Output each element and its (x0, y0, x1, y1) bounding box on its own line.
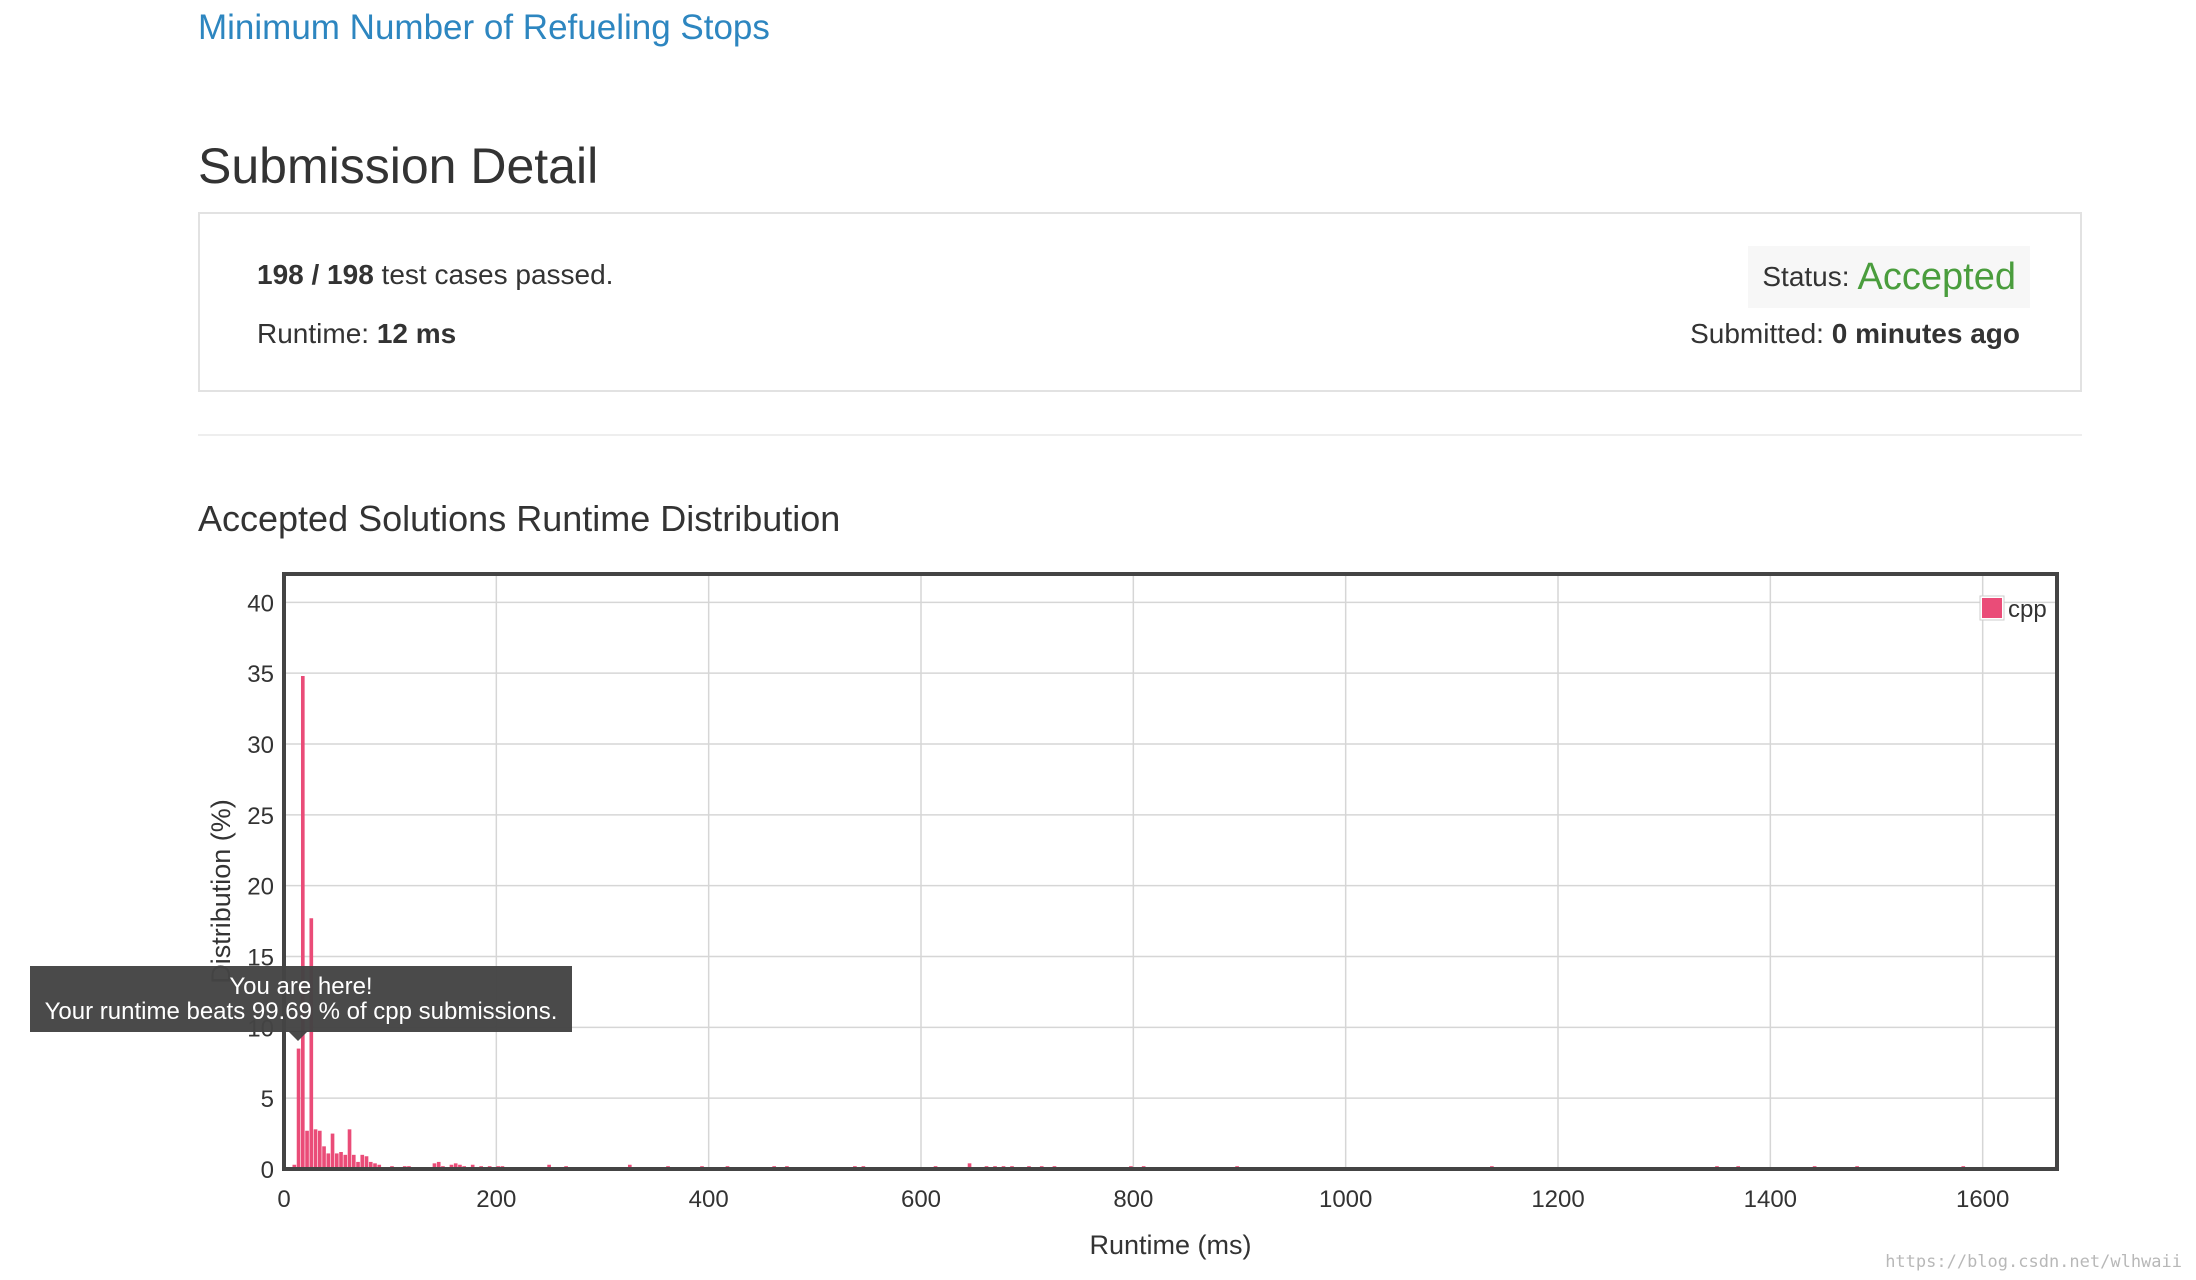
bar-cpp (330, 1133, 335, 1169)
section-divider (198, 434, 2082, 436)
test-cases-count: 198 / 198 (257, 259, 374, 290)
y-tick-label: 20 (247, 874, 274, 901)
x-axis-label: Runtime (ms) (1089, 1230, 1251, 1260)
y-axis-ticks: 0510152025303540 (247, 590, 274, 1184)
chart-legend: cpp (1979, 595, 2047, 623)
legend-swatch-cpp (1982, 598, 2002, 618)
bar-cpp (339, 1152, 343, 1169)
status-label: Status: (1762, 261, 1850, 292)
x-tick-label: 1000 (1319, 1186, 1372, 1213)
bar-cpp (309, 918, 314, 1169)
x-tick-label: 1600 (1956, 1186, 2009, 1213)
submitted-label: Submitted: (1690, 318, 1832, 349)
chart-grid (283, 574, 2057, 1170)
x-tick-label: 800 (1113, 1186, 1153, 1213)
bar-cpp (373, 1163, 377, 1169)
bar-cpp (334, 1153, 339, 1169)
x-tick-label: 0 (277, 1186, 290, 1213)
submission-detail-panel: 198 / 198 test cases passed. Runtime: 12… (198, 212, 2082, 392)
runtime-line: Runtime: 12 ms (257, 318, 456, 350)
bar-cpp (458, 1164, 462, 1169)
tooltip-title: You are here! (229, 973, 373, 1000)
y-tick-label: 5 (261, 1086, 274, 1113)
bar-cpp (347, 1129, 352, 1169)
y-axis-label: Distribution (%) (206, 799, 236, 984)
bar-cpp (326, 1153, 331, 1169)
bar-cpp (364, 1156, 369, 1169)
bar-cpp (360, 1154, 365, 1169)
x-axis-ticks: 0 200 400 600 800 1000 1200 1400 1600 (277, 1186, 2009, 1213)
submitted-value: 0 minutes ago (1831, 318, 2020, 349)
bar-cpp (322, 1146, 326, 1169)
bar-cpp (300, 676, 305, 1169)
runtime-value: 12 ms (376, 318, 457, 349)
y-tick-label: 0 (261, 1157, 274, 1184)
bar-cpp (470, 1164, 475, 1169)
bar-cpp (305, 1130, 309, 1169)
test-cases-suffix: test cases passed. (373, 259, 614, 290)
y-tick-label: 40 (247, 590, 274, 617)
distribution-title: Accepted Solutions Runtime Distribution (198, 498, 841, 539)
runtime-label: Runtime: (257, 318, 377, 349)
bar-cpp (343, 1154, 348, 1169)
runtime-tooltip: You are here! Your runtime beats 99.69 %… (30, 966, 572, 1032)
status-value[interactable]: Accepted (1857, 255, 2016, 298)
bar-cpp (627, 1164, 632, 1169)
bar-cpp (292, 1164, 297, 1169)
x-tick-label: 600 (901, 1186, 941, 1213)
bar-cpp (377, 1164, 382, 1169)
status-badge: Status: Accepted (1748, 246, 2030, 308)
bar-cpp (967, 1163, 972, 1169)
x-tick-label: 1200 (1531, 1186, 1584, 1213)
submitted-line: Submitted: 0 minutes ago (1690, 318, 2020, 350)
watermark: https://blog.csdn.net/wlhwaii (1885, 1252, 2182, 1272)
bar-cpp (296, 1048, 301, 1169)
bar-cpp (317, 1130, 322, 1169)
bar-cpp (368, 1161, 373, 1169)
bar-cpp (436, 1161, 441, 1169)
bar-cpp (356, 1161, 360, 1169)
bar-cpp (313, 1129, 318, 1169)
chart-bars (292, 676, 2059, 1169)
tooltip-arrow-icon (288, 1031, 308, 1041)
x-tick-label: 1400 (1744, 1186, 1797, 1213)
plot-frame (282, 572, 2059, 1171)
y-tick-label: 30 (247, 732, 274, 759)
bar-cpp (449, 1164, 454, 1169)
bar-cpp (432, 1163, 437, 1169)
y-tick-label: 25 (247, 803, 274, 830)
page-title: Submission Detail (198, 138, 599, 194)
bar-cpp (453, 1163, 458, 1169)
x-tick-label: 200 (476, 1186, 516, 1213)
test-cases-line: 198 / 198 test cases passed. (257, 259, 613, 291)
y-tick-label: 35 (247, 661, 274, 688)
bar-cpp (351, 1154, 356, 1169)
tooltip-message: Your runtime beats 99.69 % of cpp submis… (44, 998, 558, 1025)
x-tick-label: 400 (689, 1186, 729, 1213)
bar-cpp (547, 1164, 551, 1169)
problem-title-link[interactable]: Minimum Number of Refueling Stops (198, 8, 770, 47)
legend-label-cpp: cpp (2008, 596, 2047, 623)
